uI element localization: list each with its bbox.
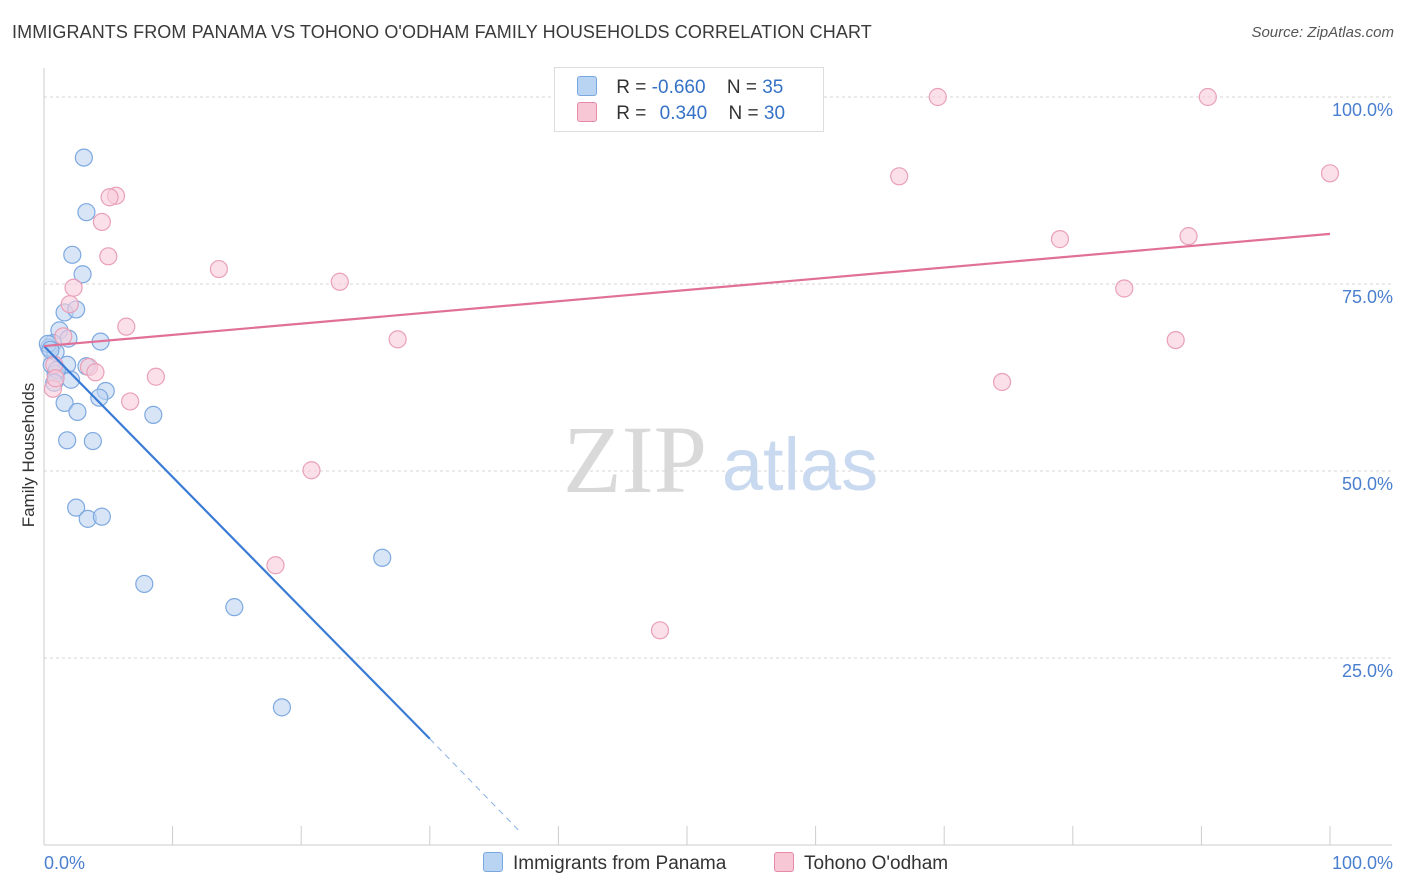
legend-row-tohono: R = 0.340 N = 30 xyxy=(577,102,785,126)
point-panama xyxy=(68,402,87,422)
point-tohono xyxy=(330,272,349,291)
bottom-legend-label-panama: Immigrants from Panama xyxy=(513,853,727,874)
point-panama xyxy=(92,507,111,526)
point-tohono xyxy=(388,330,407,349)
y-tick-label: 100.0% xyxy=(1332,100,1393,120)
point-tohono xyxy=(60,295,79,314)
point-tohono xyxy=(928,87,947,107)
point-tohono xyxy=(86,363,105,382)
point-panama xyxy=(83,431,102,451)
point-tohono xyxy=(266,556,285,575)
legend-r-value: -0.660 xyxy=(651,77,706,98)
bottom-legend-panama: Immigrants from Panama xyxy=(483,852,726,875)
point-tohono xyxy=(146,367,165,386)
point-panama xyxy=(74,148,93,167)
point-tohono xyxy=(54,327,73,346)
point-panama xyxy=(225,598,244,617)
point-panama xyxy=(55,393,74,413)
point-tohono xyxy=(46,369,65,388)
watermark-atlas: atlas xyxy=(722,423,878,506)
watermark-zip: ZIP xyxy=(563,406,707,513)
point-panama xyxy=(58,431,77,450)
legend-n-label: N = xyxy=(728,103,759,124)
grid-lines xyxy=(44,96,1392,659)
point-tohono xyxy=(302,461,321,480)
point-tohono xyxy=(1166,331,1185,350)
point-tohono xyxy=(99,247,118,266)
trend-line-tohono xyxy=(43,232,1331,348)
point-panama xyxy=(67,498,86,517)
point-tohono xyxy=(992,372,1012,392)
legend-swatch-tohono xyxy=(577,102,597,122)
point-tohono xyxy=(209,259,228,279)
tick-labels: 25.0% 50.0% 75.0% 100.0% 0.0% 100.0% xyxy=(44,100,1393,873)
y-axis-label: Family Households xyxy=(19,382,38,528)
bottom-legend-tohono: Tohono O'odham xyxy=(774,852,948,875)
point-panama xyxy=(373,548,392,567)
trend-line-panama xyxy=(43,345,431,740)
point-panama xyxy=(77,203,96,222)
legend-n-value: 30 xyxy=(763,103,786,124)
source-label: Source: ZipAtlas.com xyxy=(1251,24,1394,41)
point-tohono xyxy=(117,317,136,336)
legend-row-panama: R = -0.660 N = 35 xyxy=(577,76,783,100)
point-tohono xyxy=(1198,87,1217,107)
point-tohono xyxy=(890,167,909,186)
legend-r-label: R = xyxy=(616,103,647,124)
point-tohono xyxy=(1179,227,1198,246)
point-tohono xyxy=(92,212,111,232)
point-panama xyxy=(73,265,92,284)
trend-lines xyxy=(43,232,1331,832)
point-panama xyxy=(41,340,60,359)
y-tick-label: 75.0% xyxy=(1342,287,1393,307)
trend-line-panama-extension xyxy=(429,738,521,832)
point-tohono xyxy=(64,278,83,297)
point-tohono xyxy=(1115,279,1134,298)
bottom-legend-swatch-panama xyxy=(483,852,503,872)
legend-swatch-panama xyxy=(577,76,597,96)
point-tohono xyxy=(100,188,119,207)
x-tick-label: 0.0% xyxy=(44,853,85,873)
axes xyxy=(43,68,1392,846)
point-tohono xyxy=(1320,164,1340,183)
stats-legend: R = -0.660 N = 35 R = 0.340 N = 30 xyxy=(554,67,824,132)
bottom-legend-label-tohono: Tohono O'odham xyxy=(804,853,949,874)
chart-title: IMMIGRANTS FROM PANAMA VS TOHONO O'ODHAM… xyxy=(12,22,872,42)
point-panama xyxy=(272,698,292,717)
legend-n-label: N = xyxy=(726,77,757,98)
point-tohono xyxy=(650,621,670,640)
legend-r-label: R = xyxy=(616,77,647,98)
point-panama xyxy=(135,574,154,594)
legend-r-value: 0.340 xyxy=(659,103,708,124)
legend-n-value: 35 xyxy=(762,77,784,98)
watermark: ZIP atlas xyxy=(563,406,878,513)
point-tohono xyxy=(121,392,140,411)
point-panama xyxy=(90,388,109,407)
y-tick-label: 50.0% xyxy=(1342,474,1393,494)
bottom-legend-swatch-tohono xyxy=(774,852,794,872)
data-points xyxy=(38,87,1340,717)
x-tick-label: 100.0% xyxy=(1332,853,1393,873)
y-tick-label: 25.0% xyxy=(1342,661,1393,681)
point-panama xyxy=(63,245,82,264)
point-tohono xyxy=(1050,230,1070,249)
point-panama xyxy=(144,405,163,424)
